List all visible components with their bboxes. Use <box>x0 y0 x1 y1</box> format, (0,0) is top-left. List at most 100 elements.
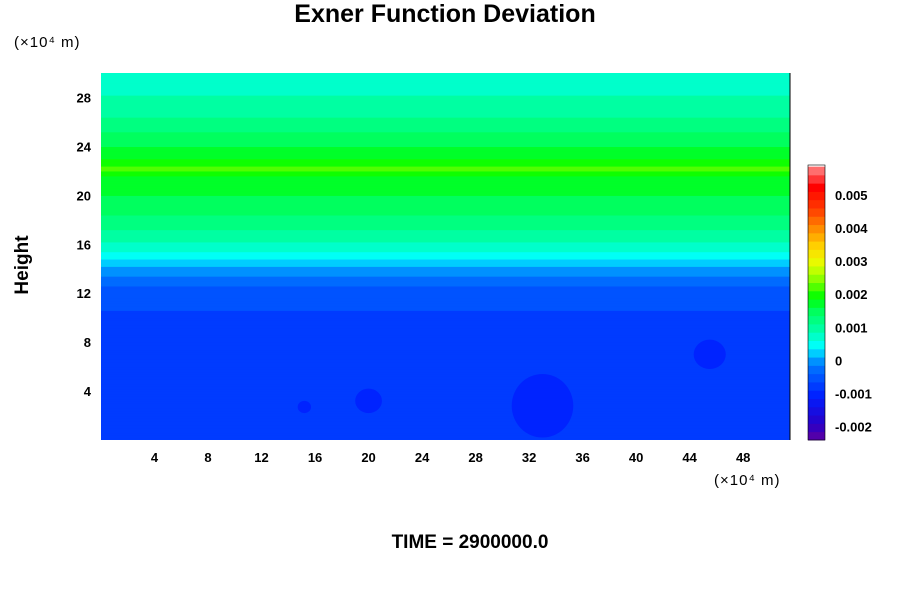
x-tick: 40 <box>629 450 643 465</box>
field-band <box>101 302 790 307</box>
field-band <box>101 254 790 258</box>
field-band <box>101 415 790 419</box>
field-band <box>101 432 790 436</box>
field-band <box>101 305 790 309</box>
field-band <box>101 75 790 79</box>
field-band <box>101 258 790 262</box>
y-axis: 4 8 12 16 20 24 28 <box>77 90 92 399</box>
y-tick-label: 8 <box>84 335 91 350</box>
y-tick-label: 4 <box>84 384 92 399</box>
field-band <box>101 398 790 402</box>
field-band <box>101 276 790 280</box>
field-band <box>101 185 790 189</box>
colorbar-level <box>808 299 825 308</box>
y-tick: 16 <box>77 237 91 252</box>
field-band <box>101 300 790 304</box>
y-tick-label: 12 <box>77 286 91 301</box>
field-band <box>101 427 790 431</box>
x-tick: 48 <box>736 450 750 465</box>
field-band <box>101 192 790 196</box>
colorbar-level <box>808 232 825 242</box>
field-band <box>101 278 790 282</box>
colorbar-level <box>808 348 825 358</box>
field-band <box>101 178 790 182</box>
field-band <box>101 273 790 277</box>
field-band <box>101 239 790 243</box>
field-band <box>101 420 790 424</box>
colorbar-level <box>808 365 825 375</box>
colorbar-level <box>808 357 825 366</box>
field-band <box>101 92 790 96</box>
field-band <box>101 256 790 260</box>
field-band <box>101 85 790 89</box>
field-band <box>101 82 790 86</box>
field-band <box>101 197 790 201</box>
y-tick: 12 <box>77 286 91 301</box>
field-band <box>101 283 790 287</box>
field-band <box>101 271 790 275</box>
field-band <box>101 437 790 440</box>
field-band <box>101 405 790 409</box>
field-band <box>101 141 790 145</box>
colorbar-level <box>808 390 825 399</box>
field-band <box>101 205 790 209</box>
field-band <box>101 413 790 417</box>
field-band <box>101 332 790 336</box>
field-band <box>101 386 790 390</box>
field-band <box>101 112 790 116</box>
field-band <box>101 214 790 218</box>
colorbar-tick: 0.004 <box>835 221 868 236</box>
colorbar-level <box>808 307 825 317</box>
field-band <box>101 356 790 360</box>
x-tick-label: 36 <box>575 450 589 465</box>
x-tick: 4 <box>151 450 159 465</box>
field-band <box>101 224 790 228</box>
colorbar-level <box>808 398 825 408</box>
field-band <box>101 102 790 106</box>
x-tick: 28 <box>468 450 482 465</box>
field-band <box>101 364 790 368</box>
field-band <box>101 329 790 333</box>
field-band <box>101 136 790 140</box>
y-axis-unit: (×10⁴ m) <box>14 34 81 51</box>
colorbar-frame <box>807 164 826 441</box>
field-band <box>101 131 790 135</box>
y-tick: 28 <box>77 90 91 105</box>
colorbar-tick: 0.005 <box>835 188 868 203</box>
y-tick-label: 28 <box>77 90 91 105</box>
field-band <box>101 280 790 285</box>
field-band <box>101 207 790 211</box>
x-tick-label: 16 <box>308 450 322 465</box>
field-band <box>101 121 790 125</box>
colorbar-level <box>808 199 825 209</box>
time-label: TIME = 2900000.0 <box>391 532 549 553</box>
colorbar-level <box>808 315 825 325</box>
field-band <box>101 312 790 316</box>
field-band <box>101 315 790 319</box>
field-band <box>101 202 790 206</box>
field-band <box>101 241 790 245</box>
field-band <box>101 383 790 387</box>
field-band <box>101 381 790 385</box>
field-band <box>101 325 790 329</box>
field-band <box>101 124 790 128</box>
x-axis-unit: (×10⁴ m) <box>714 472 781 489</box>
colorbar-tick: 0.003 <box>835 254 868 269</box>
field-band <box>101 408 790 412</box>
field-band <box>101 229 790 233</box>
field-band <box>101 195 790 199</box>
field-band <box>101 403 790 407</box>
colorbar-tick-label: 0.005 <box>835 188 868 203</box>
field-band <box>101 322 790 326</box>
field-band <box>101 87 790 91</box>
colorbar-tick: 0 <box>835 353 842 368</box>
field-band <box>101 246 790 250</box>
colorbar-level <box>808 373 825 383</box>
field-band <box>101 422 790 426</box>
field-band <box>101 217 790 221</box>
x-tick: 8 <box>204 450 211 465</box>
colorbar-level <box>808 415 825 424</box>
field-band <box>101 263 790 267</box>
field-band <box>101 109 790 113</box>
